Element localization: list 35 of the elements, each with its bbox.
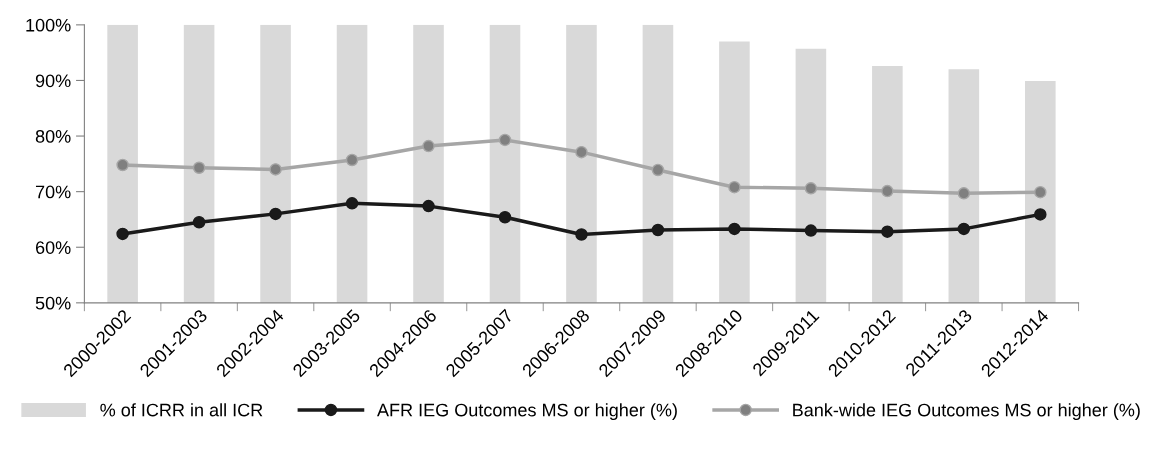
y-tick-label: 70% (35, 185, 71, 199)
point (498, 210, 512, 224)
point (116, 227, 129, 241)
point (345, 197, 359, 210)
point (498, 133, 512, 147)
point (575, 145, 588, 159)
point (269, 207, 282, 221)
point (651, 163, 665, 177)
y-tick-label: 80% (35, 129, 71, 143)
point (269, 163, 282, 176)
legend-label: AFR IEG Outcomes MS or higher (%) (377, 403, 677, 421)
y-tick-label: 100% (26, 18, 71, 32)
point (1034, 185, 1047, 199)
point (651, 223, 665, 237)
point (881, 225, 894, 238)
point (804, 224, 818, 237)
y-tick-label: 60% (35, 241, 71, 254)
y-tick-label: 50% (35, 296, 71, 310)
y-tick-label: 90% (35, 74, 71, 88)
point (192, 161, 206, 174)
point (422, 199, 435, 213)
point (116, 158, 129, 172)
point (957, 187, 971, 200)
point (422, 139, 435, 153)
point (957, 222, 971, 236)
point (192, 215, 206, 229)
legend-label: Bank-wide IEG Outcomes MS or higher (%) (793, 403, 1140, 421)
point (1034, 208, 1047, 221)
point (881, 184, 894, 198)
point (345, 153, 359, 167)
point (728, 222, 741, 236)
point (728, 180, 741, 194)
point (575, 228, 588, 241)
legend-label: % of ICRR in all ICR (100, 403, 263, 417)
point (804, 182, 818, 195)
